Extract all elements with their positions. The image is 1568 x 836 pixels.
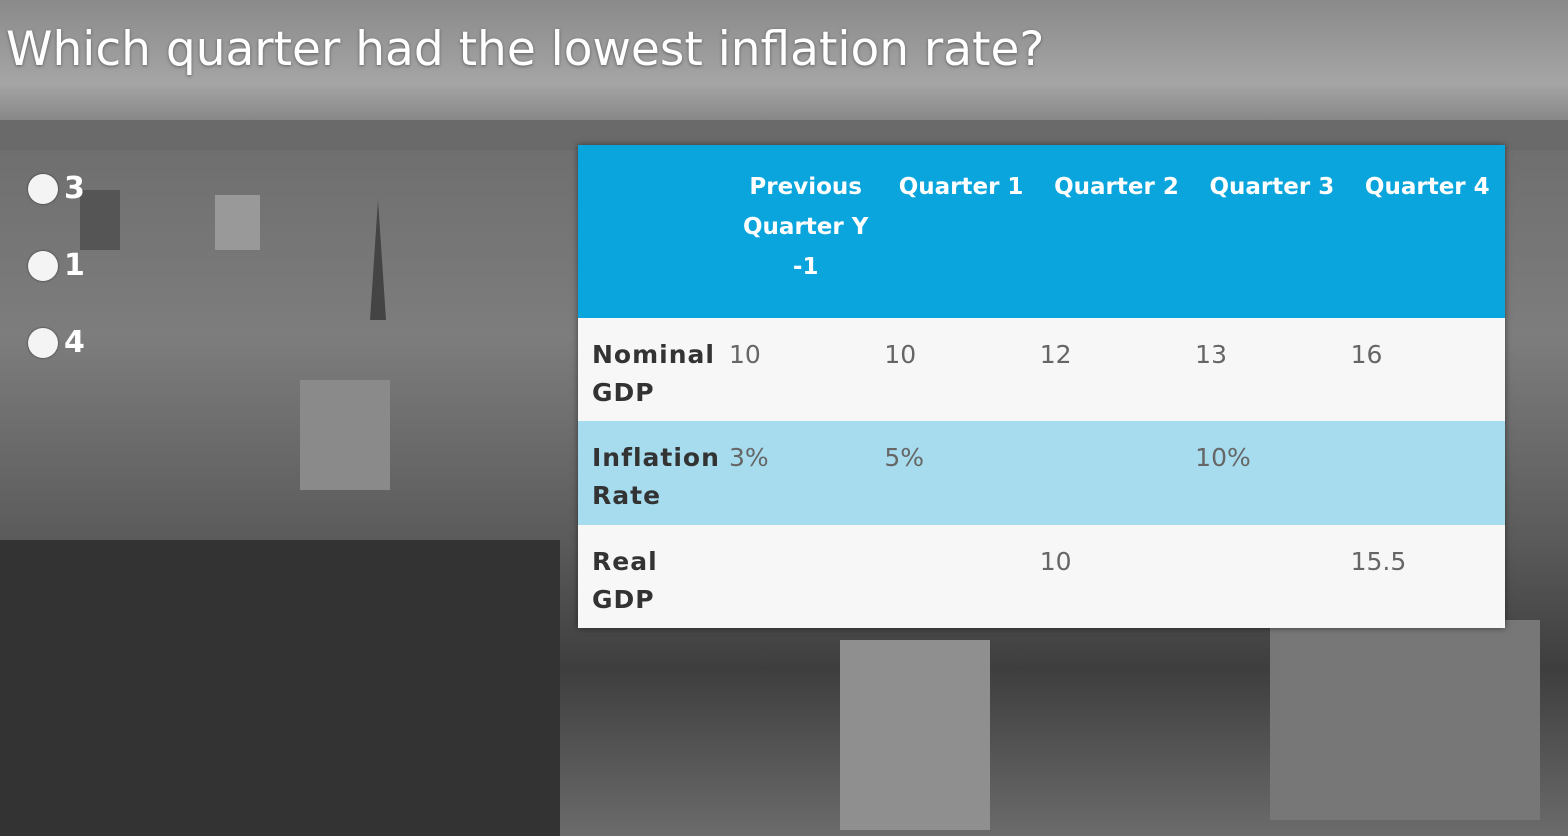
option[interactable]: 3 <box>28 150 85 227</box>
cell: 12 <box>1038 318 1195 422</box>
column-header: Previous Quarter Y -1 <box>728 145 884 318</box>
table-row: Nominal GDP 10 10 12 13 16 <box>578 318 1505 422</box>
table-row: Inflation Rate 3% 5% 10% <box>578 421 1505 525</box>
cell <box>1194 524 1350 628</box>
column-header: Quarter 4 <box>1349 145 1505 318</box>
column-header: Quarter 3 <box>1194 145 1350 318</box>
option[interactable]: 1 <box>28 227 85 304</box>
option-label: 3 <box>64 171 85 206</box>
radio-button[interactable] <box>28 327 58 358</box>
column-header: Quarter 1 <box>883 145 1039 318</box>
option-label: 4 <box>64 325 85 360</box>
row-label: Nominal GDP <box>578 318 728 422</box>
cell: 15.5 <box>1349 524 1505 628</box>
cell: 10 <box>883 318 1039 422</box>
cell <box>1349 421 1505 525</box>
cell: 16 <box>1349 318 1505 422</box>
radio-button[interactable] <box>28 250 58 281</box>
table-row: Real GDP 10 15.5 <box>578 524 1505 628</box>
row-label: Inflation Rate <box>578 421 728 525</box>
cell: 10% <box>1194 421 1350 525</box>
cell: 10 <box>728 318 884 422</box>
column-header: Quarter 2 <box>1038 145 1195 318</box>
column-header <box>578 145 728 318</box>
cell: 10 <box>1038 524 1195 628</box>
option-label: 1 <box>64 248 85 283</box>
cell <box>1038 421 1195 525</box>
radio-button[interactable] <box>28 173 58 204</box>
row-label: Real GDP <box>578 524 728 628</box>
cell: 3% <box>728 421 884 525</box>
cell: 13 <box>1194 318 1350 422</box>
cell: 5% <box>883 421 1039 525</box>
options: 3 1 4 <box>28 150 85 381</box>
question: Which quarter had the lowest inflation r… <box>6 22 1045 77</box>
cell <box>728 524 884 628</box>
cell <box>883 524 1039 628</box>
option[interactable]: 4 <box>28 304 85 381</box>
